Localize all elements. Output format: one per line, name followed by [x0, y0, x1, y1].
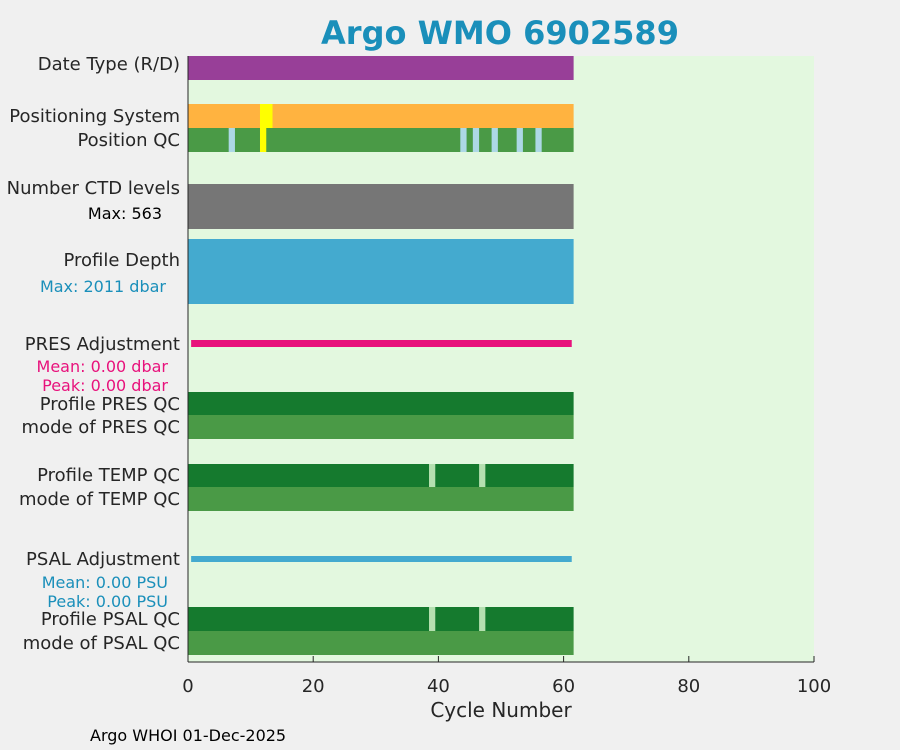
marker-position_qc-1	[259, 128, 267, 152]
x-tick-label-60: 60	[552, 676, 575, 697]
row-note-pres_adjustment-0: Mean: 0.00 dbar	[37, 357, 169, 376]
x-tick-label-80: 80	[677, 676, 700, 697]
row-label-ctd_levels: Number CTD levels	[7, 178, 180, 199]
marker-positioning_system-0	[259, 104, 273, 128]
row-bar-mode_pres_qc	[188, 415, 574, 439]
marker-profile_psal_qc-1	[479, 607, 486, 631]
row-bar-pres_adjustment	[191, 340, 572, 347]
marker-profile_psal_qc-0	[429, 607, 436, 631]
row-label-mode_pres_qc: mode of PRES QC	[22, 417, 180, 438]
marker-position_qc-4	[491, 128, 498, 152]
x-axis: 0 20 40 60 80 100	[182, 56, 831, 697]
row-note-pres_adjustment-1: Peak: 0.00 dbar	[42, 376, 168, 395]
x-tick-label-100: 100	[797, 676, 831, 697]
row-label-positioning_system: Positioning System	[9, 106, 180, 127]
row-label-position_qc: Position QC	[77, 130, 180, 151]
marker-position_qc-6	[535, 128, 542, 152]
row-note-psal_adjustment-1: Peak: 0.00 PSU	[47, 592, 168, 611]
footer-credit: Argo WHOI 01-Dec-2025	[90, 726, 286, 745]
x-tick-label-40: 40	[427, 676, 450, 697]
row-label-profile_depth: Profile Depth	[63, 250, 180, 271]
row-bar-positioning_system	[188, 104, 574, 128]
row-bar-position_qc	[188, 128, 574, 152]
marker-position_qc-5	[516, 128, 523, 152]
row-label-date_type: Date Type (R/D)	[38, 54, 180, 75]
marker-position_qc-0	[228, 128, 235, 152]
row-bar-profile_pres_qc	[188, 392, 574, 415]
marker-position_qc-2	[460, 128, 467, 152]
rows-layer	[188, 56, 574, 655]
labels-layer: Date Type (R/D) Positioning System Positio…	[7, 54, 180, 654]
row-bar-psal_adjustment	[191, 556, 572, 562]
row-note-profile_depth: Max: 2011 dbar	[40, 277, 166, 296]
row-note-psal_adjustment-0: Mean: 0.00 PSU	[42, 573, 168, 592]
row-bar-profile_psal_qc	[188, 607, 574, 631]
row-bar-date_type	[188, 56, 574, 80]
row-label-pres_adjustment: PRES Adjustment	[25, 334, 180, 355]
row-bar-mode_psal_qc	[188, 631, 574, 655]
row-label-mode_psal_qc: mode of PSAL QC	[23, 633, 180, 654]
row-bar-profile_depth	[188, 239, 574, 304]
x-tick-label-0: 0	[182, 676, 193, 697]
chart-title: Argo WMO 6902589	[321, 14, 679, 52]
row-bar-mode_temp_qc	[188, 487, 574, 511]
row-bar-ctd_levels	[188, 184, 574, 229]
marker-profile_temp_qc-0	[429, 464, 436, 487]
row-label-profile_psal_qc: Profile PSAL QC	[41, 609, 180, 630]
row-label-psal_adjustment: PSAL Adjustment	[26, 549, 180, 570]
marker-profile_temp_qc-1	[479, 464, 486, 487]
row-label-profile_temp_qc: Profile TEMP QC	[37, 465, 180, 486]
row-bar-profile_temp_qc	[188, 464, 574, 487]
x-axis-label: Cycle Number	[430, 698, 572, 722]
marker-position_qc-3	[472, 128, 480, 152]
row-note-ctd_levels: Max: 563	[88, 204, 162, 223]
row-label-profile_pres_qc: Profile PRES QC	[40, 394, 180, 415]
row-label-mode_temp_qc: mode of TEMP QC	[19, 489, 180, 510]
x-tick-label-20: 20	[302, 676, 325, 697]
